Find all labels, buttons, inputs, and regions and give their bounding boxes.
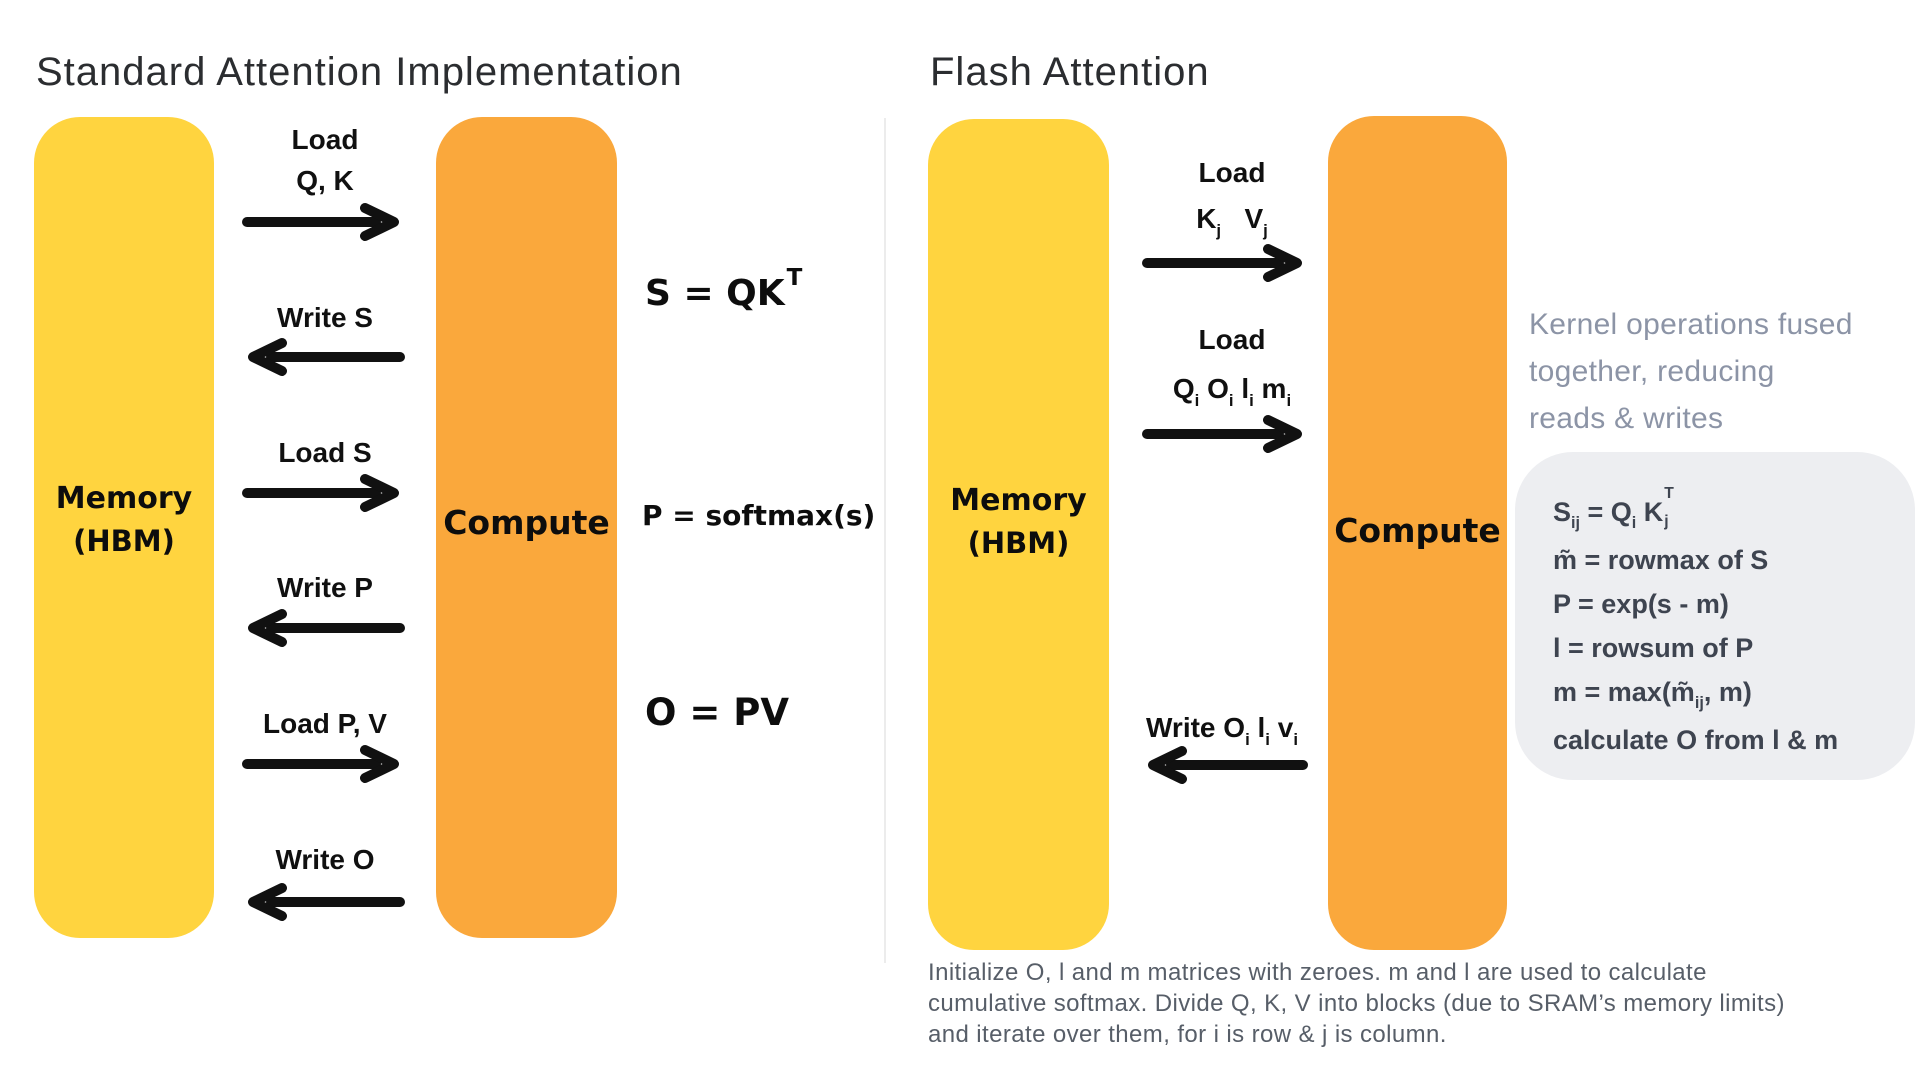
right-load-qolm-right-arrow-icon — [1142, 415, 1302, 453]
caption-line3: and iterate over them, for i is row & j … — [928, 1021, 1447, 1048]
right-flow-load-kv-label-line1: Load — [1198, 157, 1266, 188]
left-flow-load-pv-label: Load P, V — [263, 708, 387, 739]
right-memory-hbm-label: Memory (HBM) — [928, 480, 1109, 564]
formula-o-pv: O = PV — [645, 691, 789, 734]
fused-formula-calculate-o: calculate O from l & m — [1553, 725, 1839, 755]
left-compute-label: Compute — [443, 503, 610, 542]
fused-formula-max: m = max(m̃ij, m) — [1553, 677, 1752, 713]
caption-line2: cumulative softmax. Divide Q, K, V into … — [928, 990, 1785, 1017]
fused-formula-rowsum: l = rowsum of P — [1553, 633, 1754, 663]
panel-divider — [884, 118, 886, 963]
left-panel-title: Standard Attention Implementation — [36, 50, 683, 94]
right-compute-label: Compute — [1334, 511, 1501, 550]
right-flow-load-qolm-label-line1: Load — [1198, 324, 1266, 355]
left-load-s-right-arrow-icon — [242, 474, 399, 512]
right-memory-label-line1: Memory — [950, 483, 1087, 518]
left-flow-write-s-label: Write S — [277, 302, 373, 333]
left-load-pv-right-arrow-icon — [242, 745, 399, 783]
left-flow-load-qk-label-line2: Q, K — [296, 165, 354, 196]
left-memory-hbm-label: Memory (HBM) — [34, 478, 214, 562]
kernel-note-line2: together, reducing — [1529, 355, 1775, 388]
left-memory-hbm-box — [34, 117, 214, 938]
flash-attention-caption: Initialize O, l and m matrices with zero… — [928, 957, 1785, 1050]
kernel-note-line3: reads & writes — [1529, 402, 1724, 435]
formula-s-qkt: S = QKT — [645, 265, 803, 314]
left-write-p-left-arrow-icon — [248, 609, 405, 647]
left-compute-box — [436, 117, 617, 938]
right-load-kv-right-arrow-icon — [1142, 244, 1302, 282]
right-panel-title: Flash Attention — [930, 50, 1210, 94]
right-flow-load-kv-label-line2: Kj Vj — [1196, 203, 1268, 240]
left-flow-load-s-label: Load S — [278, 437, 372, 468]
kernel-fusion-note: Kernel operations fused together, reduci… — [1529, 301, 1853, 442]
fused-formula-exp: P = exp(s - m) — [1553, 589, 1729, 619]
left-write-o-left-arrow-icon — [248, 883, 405, 921]
right-write-olv-left-arrow-icon — [1148, 746, 1308, 784]
left-flow-write-o-label: Write O — [275, 844, 375, 875]
right-flow-write-olv-label: Write Oi li vi — [1146, 712, 1298, 749]
fused-formula-rowmax: m̃ = rowmax of S — [1553, 545, 1769, 575]
left-write-s-left-arrow-icon — [248, 338, 405, 376]
right-memory-hbm-box — [928, 119, 1109, 950]
left-flow-write-p-label: Write P — [277, 572, 373, 603]
right-compute-box — [1328, 116, 1507, 950]
left-memory-label-line1: Memory — [55, 481, 193, 516]
right-memory-label-line2: (HBM) — [967, 526, 1070, 560]
left-memory-label-line2: (HBM) — [73, 524, 175, 558]
kernel-note-line1: Kernel operations fused — [1529, 308, 1853, 341]
caption-line1: Initialize O, l and m matrices with zero… — [928, 959, 1707, 986]
left-flow-load-qk-label-line1: Load — [291, 124, 359, 155]
left-load-qk-right-arrow-icon — [242, 203, 399, 241]
formula-p-softmax: P = softmax(s) — [642, 499, 876, 532]
right-flow-load-qolm-label-line2: Qi Oi li mi — [1172, 373, 1292, 410]
